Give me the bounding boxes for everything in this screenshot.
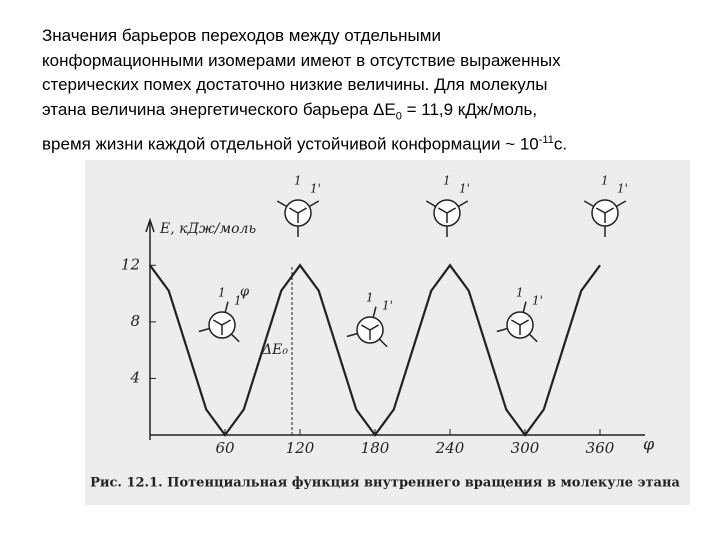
- bond: [224, 301, 229, 313]
- atom-label: 1: [443, 174, 451, 188]
- text: время жизни каждой отдельной устойчивой …: [42, 135, 539, 155]
- x-axis-label: φ: [643, 435, 655, 454]
- subscript: 0: [395, 109, 402, 122]
- bond: [528, 333, 538, 343]
- x-tick-label: 60: [215, 439, 235, 457]
- y-tick-label: 8: [130, 312, 140, 330]
- x-tick-label: 120: [286, 439, 315, 457]
- bond: [457, 200, 469, 208]
- bond: [198, 327, 210, 333]
- bond: [496, 327, 508, 333]
- x-tick-label: 360: [586, 439, 615, 457]
- atom-label: 1': [310, 182, 321, 196]
- x-tick-label: 300: [511, 439, 540, 457]
- bond: [615, 200, 627, 208]
- angle-label: φ: [240, 285, 250, 300]
- y-tick-label: 4: [129, 368, 140, 386]
- bond: [378, 338, 388, 348]
- bond: [360, 324, 371, 331]
- x-tick-label: 180: [361, 439, 390, 457]
- text: с.: [553, 135, 568, 155]
- atom-label: 1: [218, 286, 226, 300]
- superscript: -11: [538, 134, 554, 147]
- atom-label: 1': [532, 294, 543, 308]
- bond: [437, 207, 448, 214]
- scan-background: [85, 160, 690, 505]
- atom-label: 1: [294, 174, 302, 188]
- atom-label: 1: [366, 291, 374, 305]
- text-line: время жизни каждой отдельной устойчивой …: [42, 128, 567, 157]
- text-line: Значения барьеров переходов между отдель…: [42, 26, 441, 45]
- bond: [604, 207, 615, 214]
- bond: [308, 200, 320, 208]
- y-tick-label: 12: [121, 255, 140, 273]
- y-axis-label: E, кДж/моль: [159, 221, 256, 237]
- x-tick-label: 240: [435, 439, 465, 457]
- bond: [510, 319, 521, 326]
- bond: [221, 319, 232, 326]
- barrier-label: ΔE₀: [261, 342, 288, 358]
- bond: [346, 332, 358, 338]
- atom-label: 1': [234, 294, 245, 308]
- curve: [149, 263, 601, 437]
- atom-label: 1: [601, 174, 609, 188]
- bond: [276, 200, 288, 208]
- bond: [288, 207, 299, 214]
- bond: [595, 207, 606, 214]
- bond: [212, 319, 223, 326]
- bond: [230, 333, 240, 343]
- bond: [372, 306, 377, 318]
- bond: [297, 207, 308, 214]
- atom-label: 1: [516, 286, 524, 300]
- atom-label: 1': [459, 182, 470, 196]
- text: этана величина энергетического барьера Δ…: [42, 99, 396, 119]
- text-line: стерических помех достаточно низкие вели…: [42, 75, 548, 94]
- bond: [583, 200, 595, 208]
- slide-text: Значения барьеров переходов между отдель…: [42, 24, 567, 158]
- bond: [446, 207, 457, 214]
- text-line: этана величина энергетического барьера Δ…: [42, 98, 567, 129]
- bond: [522, 301, 527, 313]
- caption: Рис. 12.1. Потенциальная функция внутрен…: [90, 476, 680, 491]
- y-arrow: [145, 217, 155, 233]
- bond: [425, 200, 437, 208]
- bond: [369, 324, 380, 331]
- text-line: конформационными изомерами имеют в отсут…: [42, 50, 561, 70]
- atom-label: 1': [617, 182, 628, 196]
- text: = 11,9 кДж/моль,: [401, 99, 538, 119]
- bond: [519, 319, 530, 326]
- atom-label: 1': [382, 299, 393, 313]
